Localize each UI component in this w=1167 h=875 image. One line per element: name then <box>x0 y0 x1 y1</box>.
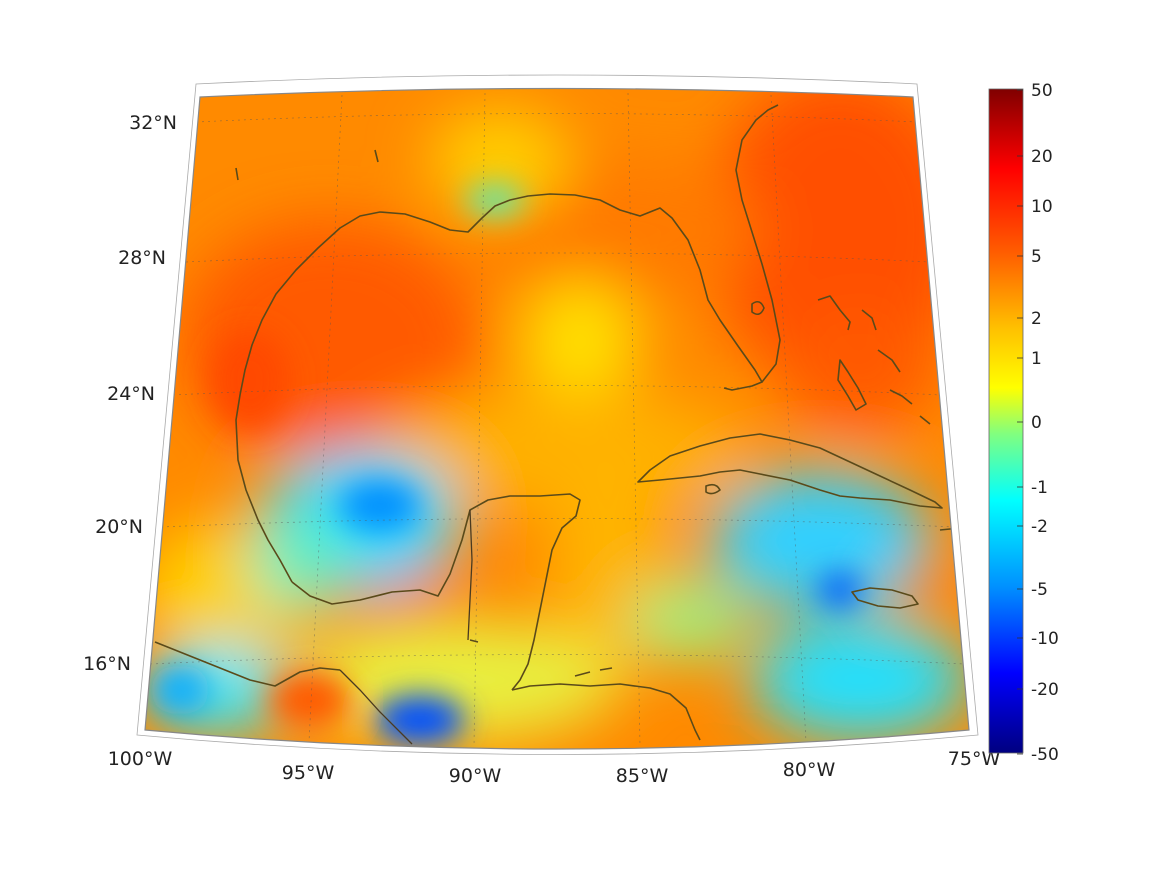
colorbar-tick-label: -1 <box>1031 478 1048 498</box>
colorbar-tick-label: 10 <box>1031 197 1053 217</box>
cuba-coastline <box>637 433 943 509</box>
colorbar-tick-label: 0 <box>1031 413 1042 433</box>
colorbar-tick-label: -20 <box>1031 680 1059 700</box>
latitude-labels: 32°N 28°N 24°N 20°N 16°N <box>83 112 177 675</box>
colorbar-tick-label: 20 <box>1031 147 1053 167</box>
map-frame <box>144 87 970 750</box>
colorbar-gradient <box>988 88 1024 754</box>
lat-label-20: 20°N <box>95 516 143 538</box>
lat-label-32: 32°N <box>129 112 177 134</box>
central-america-coast <box>511 683 701 741</box>
colorbar-tick-label: -10 <box>1031 629 1059 649</box>
lake-okeechobee <box>751 300 765 316</box>
gulf-coastline <box>235 193 763 583</box>
misc-islands <box>235 149 613 677</box>
colorbar-tick-label: -5 <box>1031 580 1048 600</box>
longitude-labels: 100°W 95°W 90°W 85°W 80°W 75°W <box>108 748 1001 787</box>
coastlines <box>154 104 969 741</box>
lon-label-85: 85°W <box>616 765 669 787</box>
colorbar-tick-label: -2 <box>1031 517 1048 537</box>
jamaica-coastline <box>851 587 919 609</box>
pacific-coastline <box>154 641 341 687</box>
isla-juventud <box>705 483 721 495</box>
map-frame-outer <box>136 74 979 755</box>
lon-label-95: 95°W <box>282 762 335 784</box>
lon-label-80: 80°W <box>783 759 836 781</box>
lat-label-28: 28°N <box>118 247 166 269</box>
bahamas-islands <box>817 295 931 425</box>
colorbar-tick-label: -50 <box>1031 745 1059 765</box>
lat-label-24: 24°N <box>107 383 155 405</box>
colorbar-tick-label: 1 <box>1031 349 1042 369</box>
map-field <box>145 88 969 749</box>
florida-east-coast <box>735 104 781 383</box>
lat-label-16: 16°N <box>83 653 131 675</box>
lon-label-100: 100°W <box>108 748 173 770</box>
colorbar-tick-label: 5 <box>1031 247 1042 267</box>
country-borders <box>339 509 473 745</box>
colorbar-tick-label: 50 <box>1031 81 1053 101</box>
yucatan-coastline <box>291 493 581 691</box>
lon-label-90: 90°W <box>449 765 502 787</box>
lon-label-75: 75°W <box>948 748 1001 770</box>
colorbar-tick-label: 2 <box>1031 309 1042 329</box>
